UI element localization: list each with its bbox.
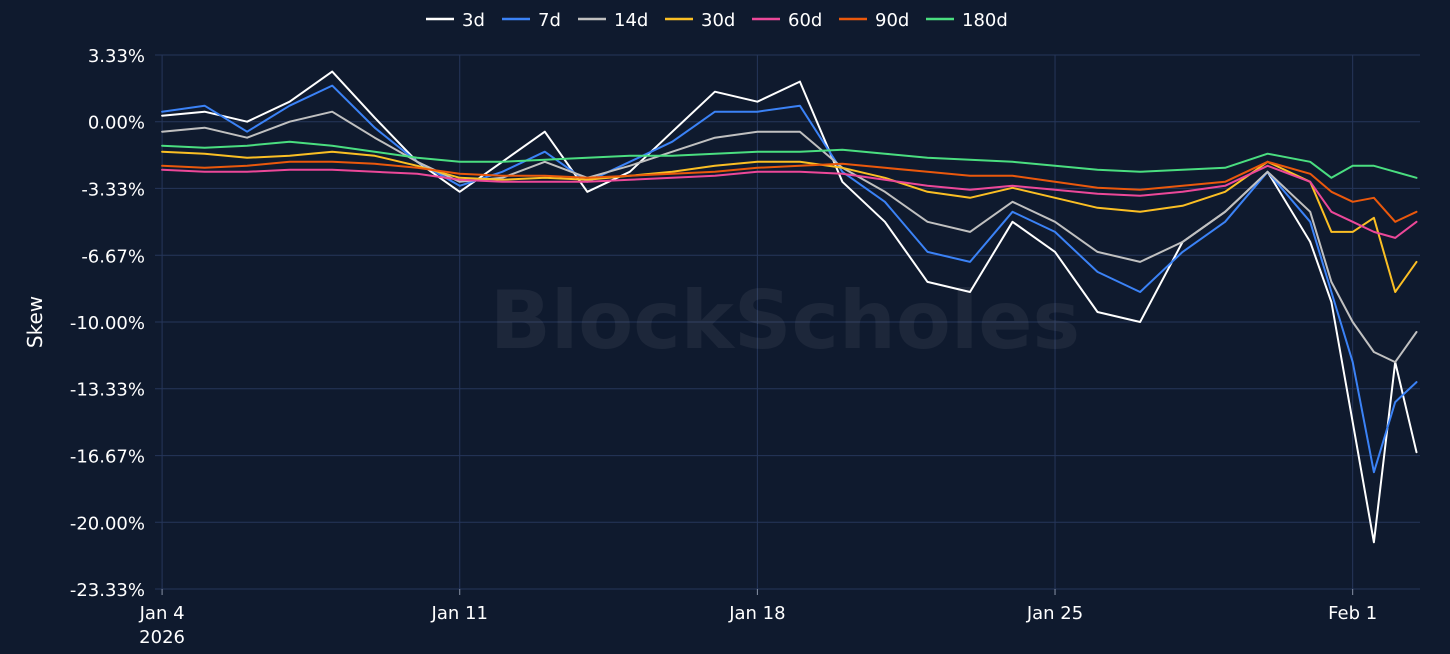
- series-line-30d: [161, 150, 1418, 293]
- y-axis-title: Skew: [23, 296, 47, 348]
- legend-label-90d: 90d: [875, 10, 909, 31]
- y-tick-label: -3.33%: [81, 179, 145, 200]
- legend-label-60d: 60d: [788, 10, 822, 31]
- y-tick-label: -20.00%: [70, 513, 145, 534]
- legend-label-14d: 14d: [614, 10, 648, 31]
- legend-label-180d: 180d: [962, 10, 1008, 31]
- watermark-logo: BlockScholes: [490, 274, 1080, 367]
- x-tick-label: Jan 11: [431, 603, 488, 624]
- y-axis: 3.33% 0.00% -3.33% -6.67% -10.00% -13.33% -16.…: [70, 46, 145, 601]
- x-tick-label: Jan 4: [139, 603, 185, 624]
- legend-label-3d: 3d: [462, 10, 485, 31]
- series-line-60d: [161, 164, 1418, 239]
- series-line-180d: [161, 140, 1418, 179]
- x-tick-label: Jan 25: [1026, 603, 1083, 624]
- x-tick-label: Feb 1: [1328, 603, 1377, 624]
- y-tick-label: -13.33%: [70, 380, 145, 401]
- x-tick-sublabel: 2026: [139, 627, 185, 648]
- series-line-7d: [161, 84, 1418, 474]
- y-tick-label: -16.67%: [70, 447, 145, 468]
- legend: 3d 7d 14d 30d 60d 90d 180d: [426, 10, 1008, 31]
- legend-label-30d: 30d: [701, 10, 735, 31]
- series-line-90d: [161, 160, 1418, 223]
- series-lines: [161, 70, 1418, 544]
- y-tick-label: -23.33%: [70, 580, 145, 601]
- legend-label-7d: 7d: [538, 10, 561, 31]
- y-tick-label: -10.00%: [70, 313, 145, 334]
- x-tick-label: Jan 18: [728, 603, 785, 624]
- y-tick-label: -6.67%: [81, 246, 145, 267]
- y-tick-label: 3.33%: [88, 46, 145, 67]
- x-axis: Jan 4 2026 Jan 11 Jan 18 Jan 25 Feb 1: [139, 589, 1377, 648]
- y-tick-label: 0.00%: [88, 113, 145, 134]
- series-line-3d: [161, 70, 1418, 544]
